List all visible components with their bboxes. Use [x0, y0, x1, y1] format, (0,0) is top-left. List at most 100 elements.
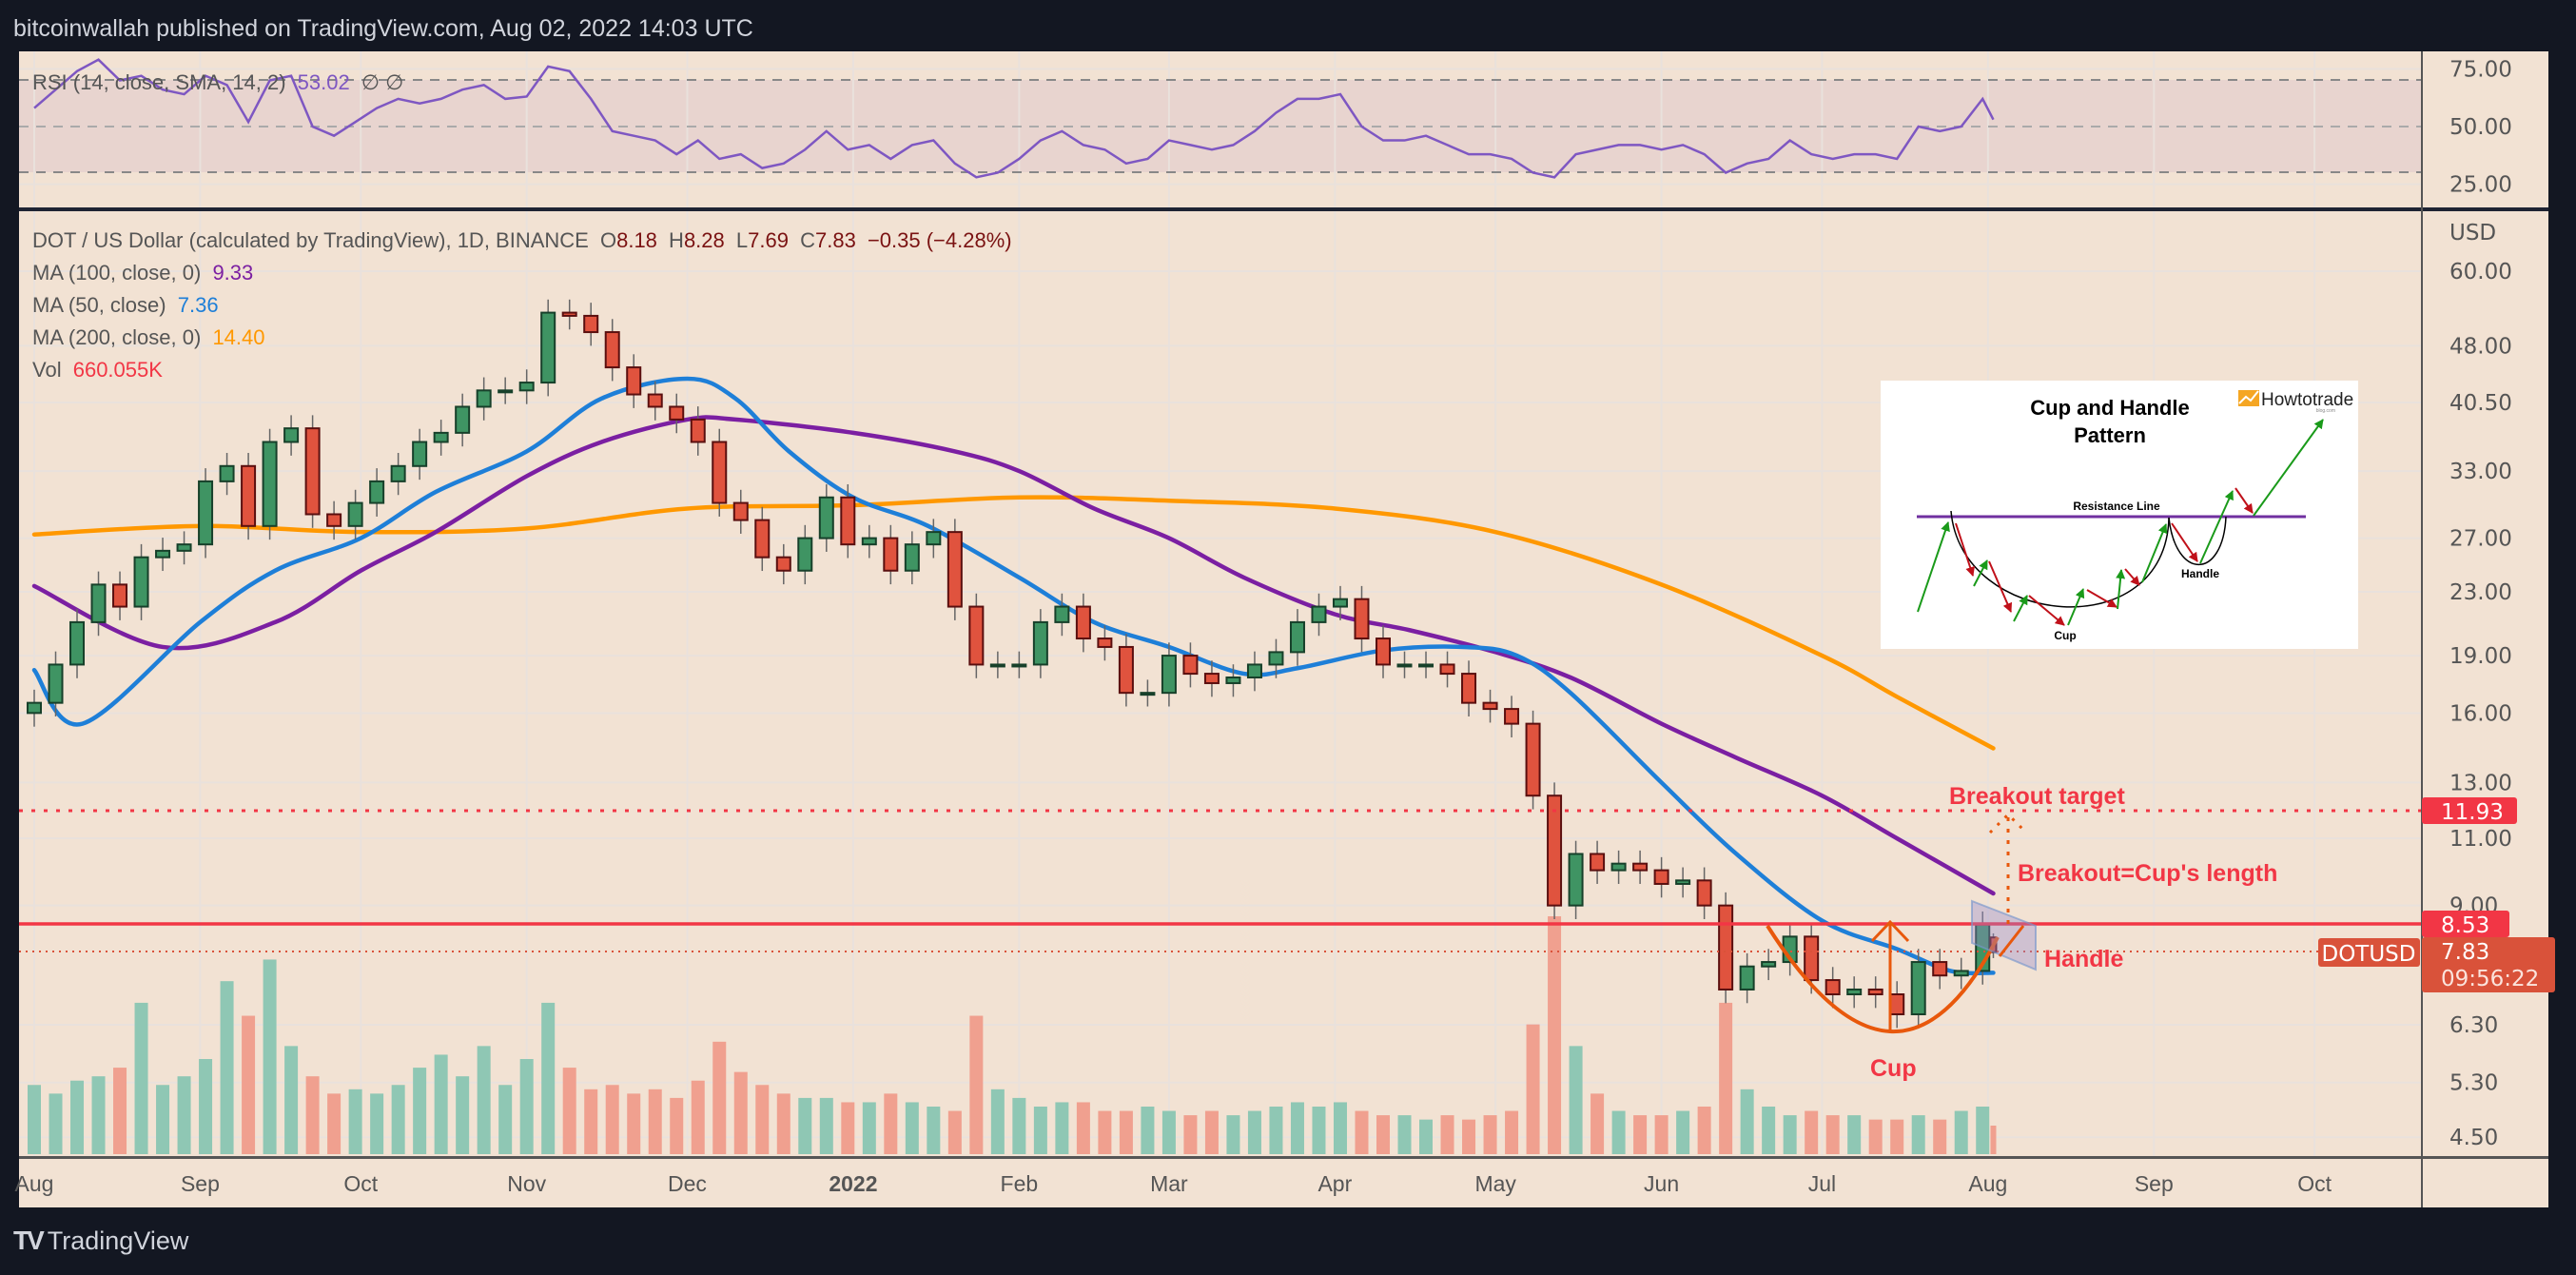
candle[interactable] [1675, 879, 1691, 885]
ma100-line[interactable] [31, 415, 1996, 896]
candle[interactable] [754, 519, 771, 559]
candle[interactable] [1889, 993, 1905, 1016]
candle[interactable] [1418, 663, 1434, 668]
candle[interactable] [1718, 904, 1734, 991]
rsi-legend[interactable]: RSI (14, close, SMA, 14, 2) 53.02 ∅ ∅ [32, 70, 409, 95]
candle[interactable] [1547, 794, 1563, 907]
candle[interactable] [1653, 869, 1669, 885]
candle[interactable] [1804, 935, 1820, 982]
candle[interactable] [1482, 701, 1498, 711]
candle[interactable] [1140, 692, 1156, 696]
candle[interactable] [926, 531, 942, 546]
candle[interactable] [1376, 638, 1392, 666]
candle[interactable] [455, 405, 471, 434]
breakout-target-label[interactable]: Breakout target [1949, 783, 2125, 810]
candle[interactable] [1867, 988, 1883, 996]
candle[interactable] [1011, 663, 1027, 668]
candle[interactable] [1289, 620, 1305, 654]
candle[interactable] [219, 464, 235, 482]
candle[interactable] [283, 427, 300, 443]
candle[interactable] [1075, 605, 1091, 640]
candle[interactable] [712, 441, 728, 504]
candle[interactable] [818, 496, 834, 539]
axes[interactable]: Aug Sep Oct Nov Dec 2022 Feb Mar Apr May Jun Jul Aug… [15, 57, 2512, 1196]
cup-label[interactable]: Cup [1870, 1055, 1917, 1082]
candle[interactable] [1525, 722, 1541, 797]
candle[interactable] [989, 663, 1005, 668]
candle[interactable] [669, 405, 685, 421]
candle[interactable] [176, 543, 192, 552]
candle[interactable] [1739, 965, 1755, 991]
candle[interactable] [1182, 655, 1199, 676]
candle[interactable] [476, 389, 492, 408]
candle[interactable] [498, 389, 514, 394]
candle[interactable] [583, 314, 599, 334]
candle[interactable] [262, 441, 278, 527]
candle[interactable] [1439, 663, 1455, 676]
candle[interactable] [1953, 970, 1969, 977]
candle[interactable] [883, 537, 899, 572]
candle[interactable] [1225, 677, 1241, 684]
ma50-line[interactable] [31, 376, 1996, 976]
candle[interactable] [840, 496, 856, 546]
candle[interactable] [1504, 708, 1520, 725]
candle[interactable] [433, 431, 449, 443]
candle[interactable] [27, 701, 42, 715]
candle[interactable] [198, 480, 214, 546]
candle[interactable] [1610, 862, 1627, 872]
candle[interactable] [1246, 663, 1262, 679]
candle[interactable] [1761, 961, 1777, 968]
candle[interactable] [1203, 673, 1220, 684]
candle[interactable] [861, 537, 877, 546]
candle[interactable] [690, 418, 706, 443]
ma100-legend[interactable]: MA (100, close, 0) 9.33 [32, 261, 259, 285]
candle[interactable] [1161, 655, 1177, 695]
candle[interactable] [946, 531, 963, 608]
candle[interactable] [112, 583, 128, 608]
candle[interactable] [1696, 879, 1712, 907]
ma50-legend[interactable]: MA (50, close) 7.36 [32, 293, 224, 318]
candle[interactable] [1568, 853, 1584, 907]
candle[interactable] [540, 311, 556, 384]
cup-handle-inset-image[interactable]: Cup and Handle Pattern Howtotrade blog.c… [1881, 381, 2358, 649]
candle[interactable] [1632, 862, 1649, 872]
candle[interactable] [48, 663, 64, 704]
candle[interactable] [1396, 663, 1413, 668]
candle[interactable] [241, 464, 257, 527]
candle[interactable] [561, 311, 577, 317]
candle[interactable] [797, 537, 813, 572]
candle[interactable] [1054, 605, 1070, 623]
volume-legend[interactable]: Vol 660.055K [32, 358, 168, 382]
breakout-length-label[interactable]: Breakout=Cup's length [2018, 860, 2277, 887]
candle[interactable] [1332, 598, 1348, 608]
candle[interactable] [604, 331, 620, 369]
candle[interactable] [1846, 988, 1863, 996]
candle[interactable] [304, 427, 321, 516]
candle[interactable] [968, 605, 985, 666]
candle[interactable] [390, 464, 406, 482]
candle[interactable] [1590, 853, 1606, 872]
candle[interactable] [647, 393, 663, 408]
rsi-line[interactable] [33, 58, 1995, 179]
candle[interactable] [904, 543, 920, 572]
candle[interactable] [1097, 638, 1113, 648]
candle[interactable] [626, 366, 642, 396]
candle[interactable] [1354, 598, 1370, 640]
symbol-tag[interactable] [2318, 938, 2420, 967]
candle[interactable] [155, 549, 171, 559]
candle[interactable] [518, 382, 535, 392]
candle[interactable] [326, 513, 342, 527]
candle[interactable] [732, 501, 749, 521]
candle[interactable] [1461, 673, 1477, 704]
candle[interactable] [1118, 645, 1134, 695]
candle[interactable] [1268, 651, 1284, 666]
candle[interactable] [90, 583, 107, 623]
handle-channel[interactable] [1971, 899, 2037, 971]
candle[interactable] [1032, 620, 1048, 666]
handle-line[interactable] [1998, 925, 2025, 957]
ma200-legend[interactable]: MA (200, close, 0) 14.40 [32, 325, 271, 350]
candle[interactable] [369, 480, 385, 504]
handle-label[interactable]: Handle [2044, 946, 2123, 972]
candle[interactable] [1910, 961, 1926, 1016]
